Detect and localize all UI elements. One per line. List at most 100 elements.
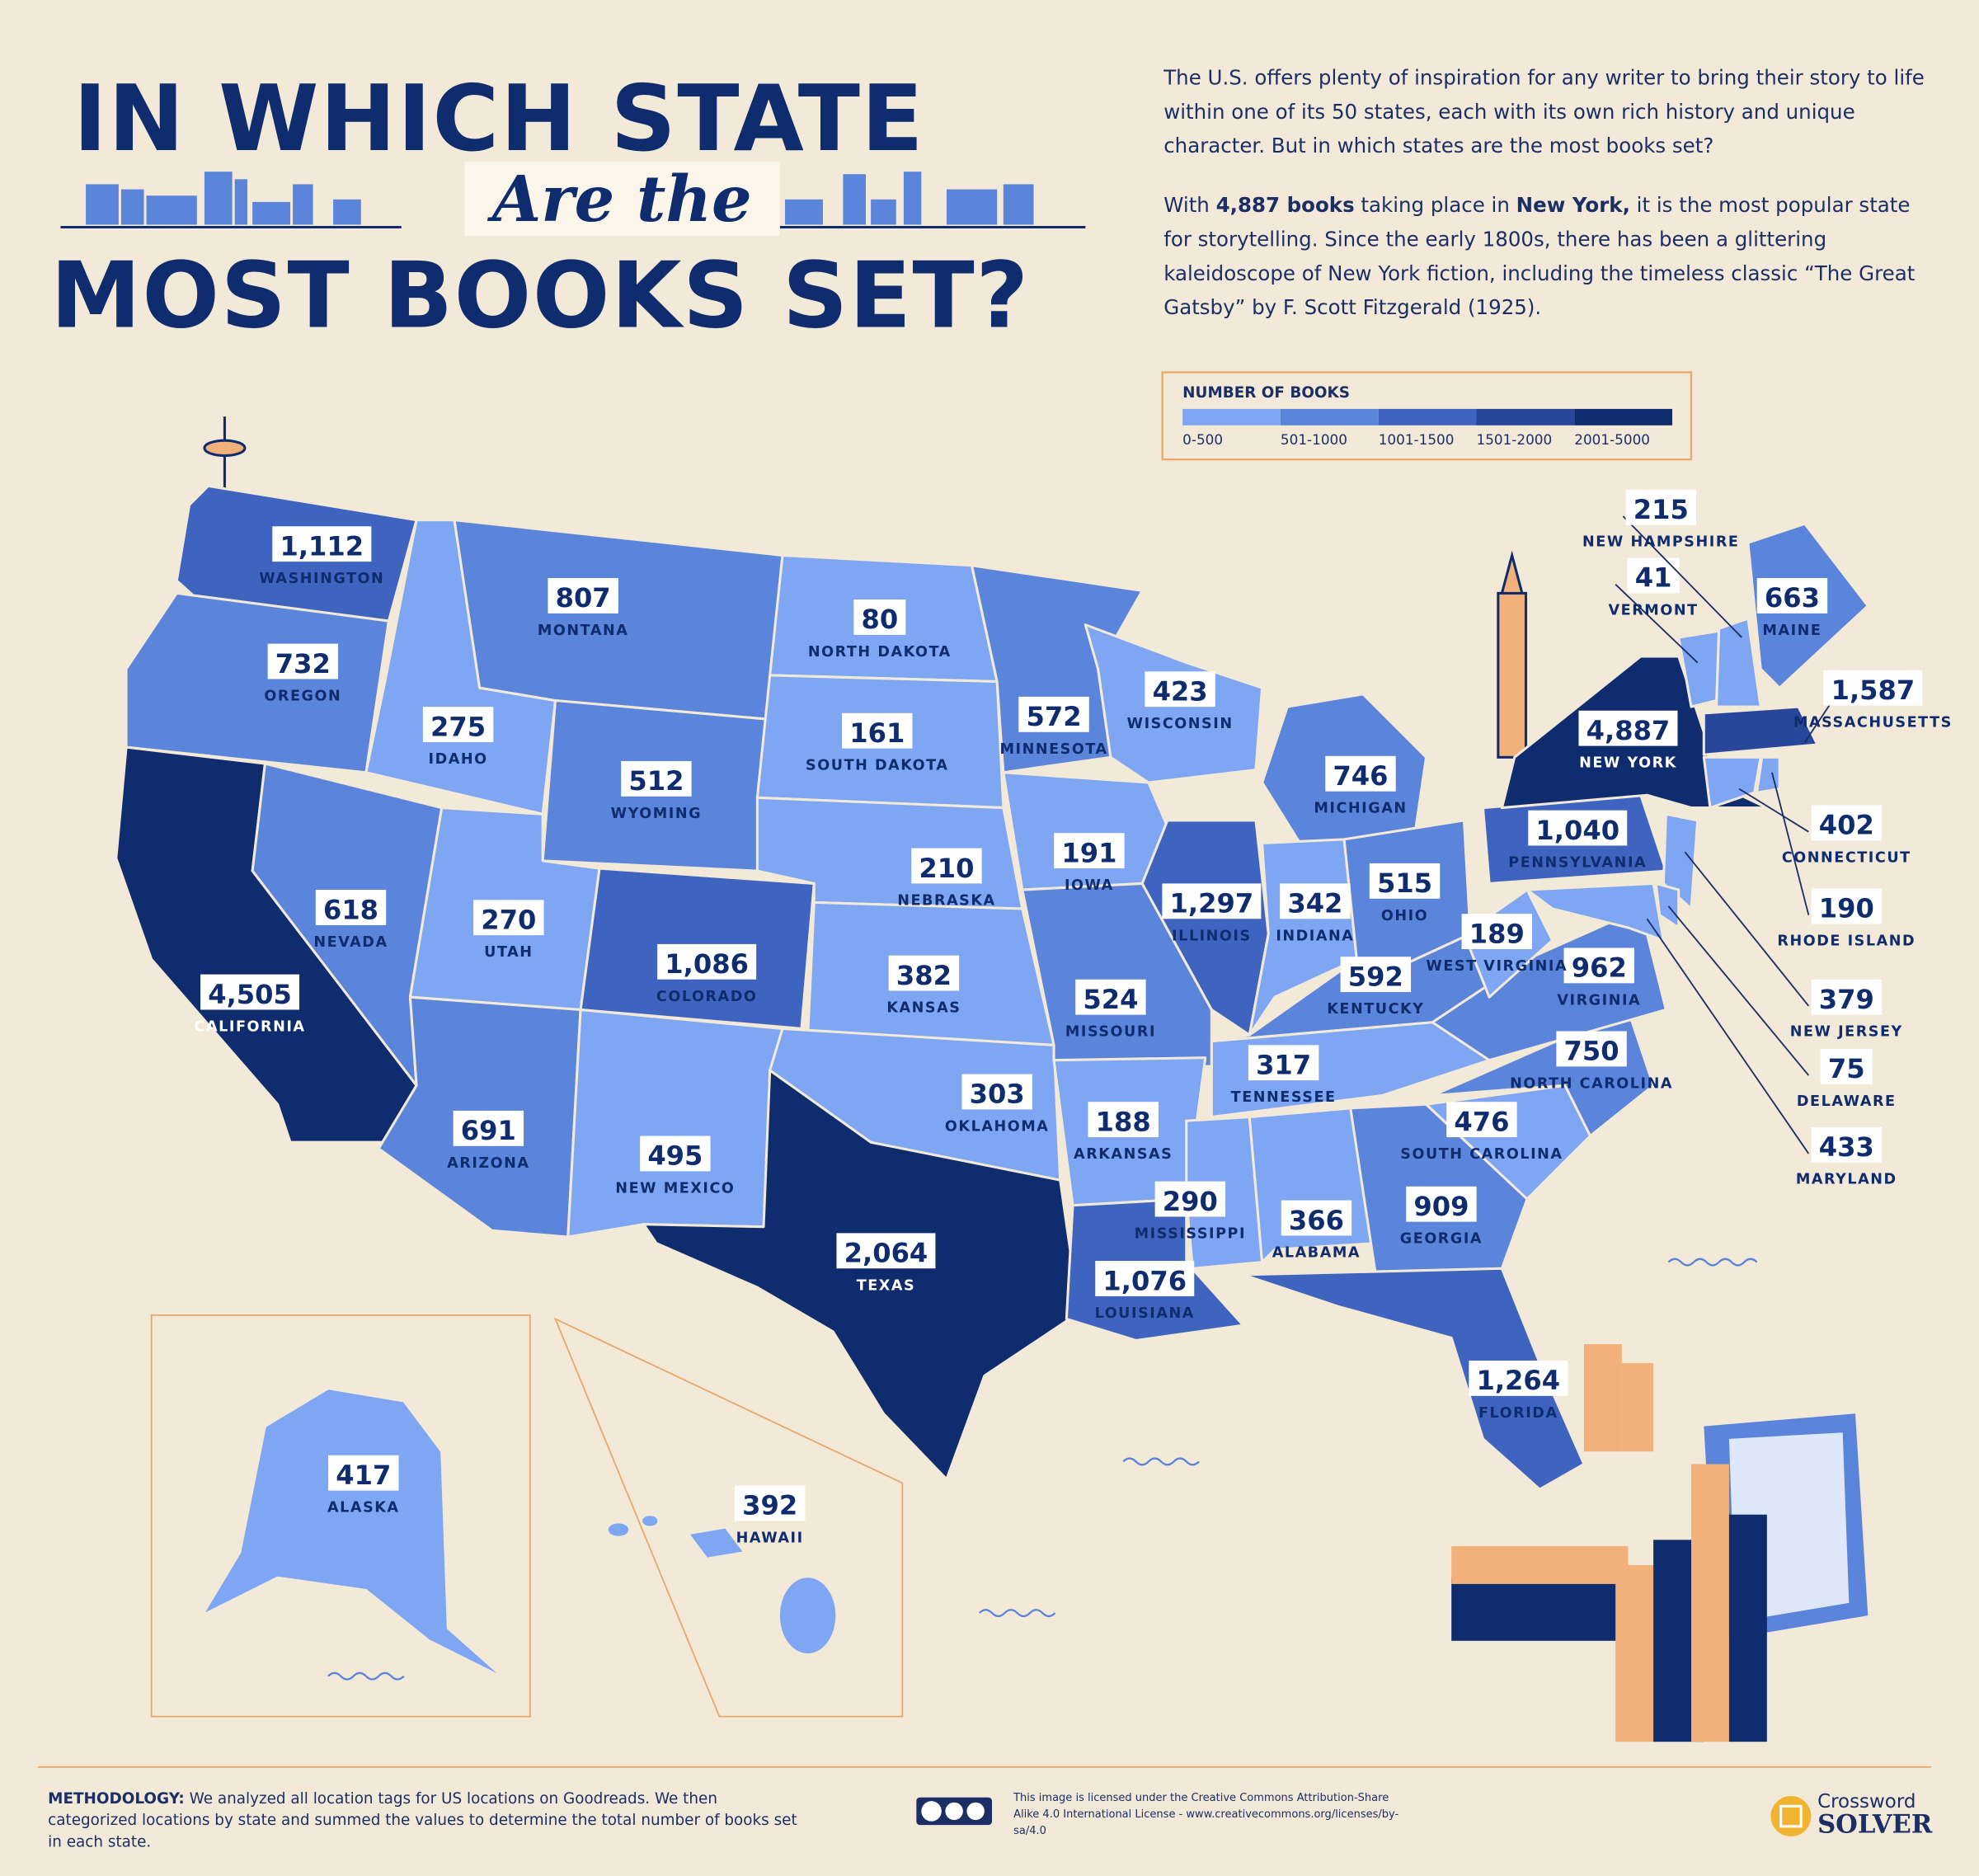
value-box [640,1135,711,1172]
methodology-label: METHODOLOGY: [48,1789,185,1808]
methodology-text: We analyzed all location tags for US loc… [48,1789,797,1850]
state-value: 275 [430,711,486,742]
value-box [473,900,544,936]
state-value: 2,064 [844,1238,928,1269]
title-middle: Are the [464,161,780,237]
value-box [272,526,372,562]
value-box [734,1485,806,1521]
logo-top: Crossword [1817,1789,1916,1813]
state-value: 732 [275,648,331,679]
leader-line [1646,918,1810,1154]
state-name: NEBRASKA [897,892,995,909]
paragraph: The U.S. offers plenty of inspiration fo… [1163,60,1936,162]
value-box [1823,670,1923,706]
value-box [315,890,387,925]
state-name: INDIANA [1276,928,1354,944]
text: it is the most popular state for storyte… [1163,193,1916,320]
state-shape [1002,771,1169,891]
leader-line [1615,584,1699,664]
title-top: IN WHICH STATE [73,65,925,172]
legend-label: 1501-2000 [1476,431,1552,448]
state-value: 807 [556,582,611,614]
value-box [1811,979,1882,1015]
legend-label: 1001-1500 [1379,431,1455,448]
text: With [1163,193,1216,218]
legend-frame [1161,371,1693,461]
state-value: 191 [1061,837,1116,868]
state-value: 210 [919,853,974,884]
state-value: 515 [1377,867,1432,899]
state-value: 4,505 [208,979,292,1010]
state-name: IDAHO [429,751,488,768]
value-box [911,848,982,884]
state-name: OREGON [264,688,341,704]
state-shape [1525,882,1665,942]
state-shape [1715,617,1762,708]
value-box [1162,883,1262,919]
state-name: SOUTH CAROLINA [1400,1146,1563,1163]
value-box [888,955,960,991]
state-value: 270 [481,905,536,936]
state-value: 663 [1765,582,1820,614]
highlight: New York, [1516,193,1630,218]
value-box [1820,1048,1873,1084]
state-name: KENTUCKY [1327,1001,1424,1018]
state-value: 80 [861,604,898,635]
state-value: 41 [1635,562,1672,594]
state-value: 495 [647,1140,703,1172]
state-value: 303 [970,1079,1025,1110]
value-box [1406,1186,1477,1222]
logo: Crossword SOLVER [1817,1789,1932,1836]
state-name: RHODE ISLAND [1777,933,1916,949]
state-value: 476 [1454,1106,1509,1137]
state-value: 746 [1333,760,1388,792]
state-value: 423 [1153,675,1208,707]
state-name: MISSOURI [1065,1024,1156,1041]
value-box [328,1455,399,1491]
state-value: 962 [1572,952,1627,984]
state-shape [1242,1267,1586,1491]
state-name: SOUTH DAKOTA [806,758,948,774]
state-name: MARYLAND [1796,1172,1897,1188]
state-value: 433 [1819,1131,1874,1163]
state-value: 190 [1819,893,1874,924]
state-name: DELAWARE [1797,1093,1897,1110]
value-box [1154,1181,1226,1217]
value-box [1280,883,1351,919]
value-box [1018,696,1089,732]
methodology: METHODOLOGY: We analyzed all location ta… [48,1789,805,1853]
state-name: MINNESOTA [999,741,1107,758]
value-box [1461,914,1533,950]
value-box [1095,1261,1195,1296]
state-value: 342 [1287,888,1342,919]
state-value: 572 [1027,701,1082,732]
leader-line [1684,851,1810,1007]
value-box [1563,947,1634,984]
state-value: 75 [1828,1053,1865,1084]
value-box [961,1074,1032,1110]
state-name: TEXAS [857,1277,916,1294]
state-value: 4,887 [1586,715,1671,746]
state-value: 592 [1348,961,1403,992]
waves [327,1258,1758,1681]
state-name: NORTH CAROLINA [1510,1075,1673,1092]
value-box [1578,710,1678,746]
legend-swatch [1574,408,1673,426]
value-box [1281,1200,1352,1236]
state-name: NEW MEXICO [615,1180,735,1197]
state-name: MAINE [1762,623,1822,639]
state-value: 417 [336,1460,391,1491]
value-box [657,943,757,980]
state-shape [566,1008,784,1239]
state-value: 1,112 [280,530,364,562]
leader-line [1667,905,1810,1076]
state-shape [1662,812,1699,910]
legend-swatch [1182,408,1281,426]
state-name: WEST VIRGINIA [1426,958,1568,975]
inset-frames [150,1314,904,1718]
state-shape [642,1069,1081,1481]
skyline-right [750,172,1086,229]
